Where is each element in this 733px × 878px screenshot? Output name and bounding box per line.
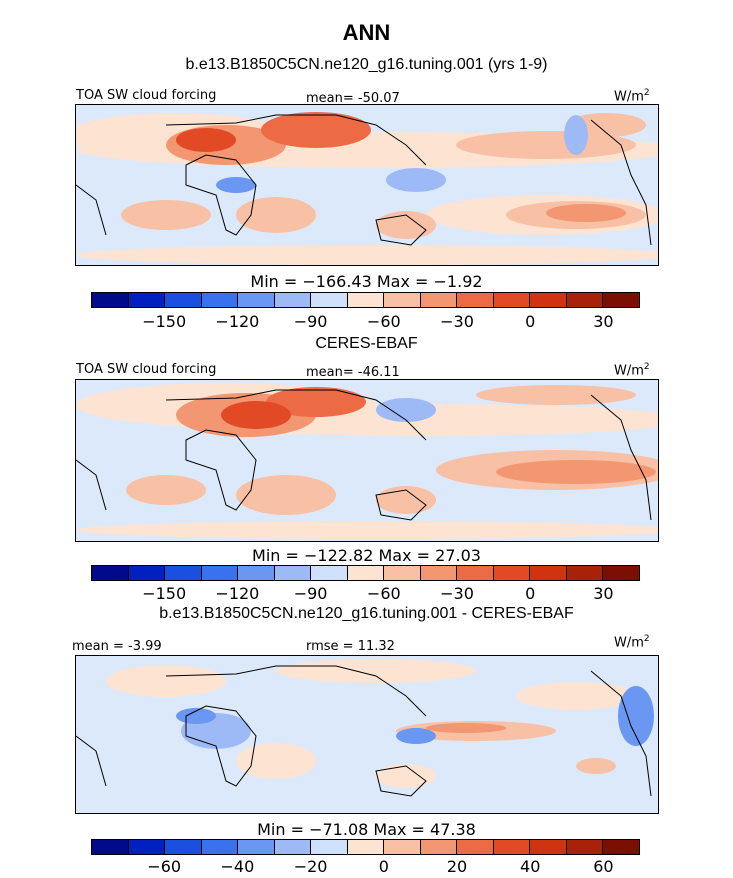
panel1-map (75, 104, 659, 266)
panel2-map (75, 379, 659, 542)
colorbar-tick-label: 30 (593, 584, 614, 603)
colorbar-segment (347, 293, 385, 307)
colorbar-segment (274, 840, 312, 854)
colorbar-segment (384, 566, 421, 580)
panel1-tick-labels: −150 −120 −90 −60 −30 0 30 (91, 312, 640, 332)
panel2-left-label: TOA SW cloud forcing (76, 362, 217, 377)
panel2-heading: CERES-EBAF (315, 335, 418, 352)
colorbar-tick-label: −30 (440, 584, 474, 603)
panel1-minmax: Min = −166.43 Max = −1.92 (250, 272, 483, 291)
panel1-left-label: TOA SW cloud forcing (76, 88, 217, 103)
panel2-tick-labels: −150 −120 −90 −60 −30 0 30 (91, 584, 640, 604)
colorbar-tick-label: −90 (293, 312, 328, 331)
colorbar-segment (530, 840, 567, 854)
colorbar-tick-label: 30 (593, 312, 614, 331)
panel3-mean-label: mean = -3.99 (72, 639, 162, 654)
colorbar-tick-label: −120 (215, 584, 260, 603)
colorbar-segment (92, 840, 129, 854)
panel3-minmax: Min = −71.08 Max = 47.38 (257, 820, 476, 839)
colorbar-tick-label: 60 (593, 857, 614, 876)
panel2-colorbar (91, 565, 640, 581)
colorbar-tick-label: −150 (142, 584, 187, 603)
panel2-units: W/m2 (614, 362, 650, 379)
panel1-mean-label: mean= -50.07 (306, 91, 400, 106)
panel1-heading: b.e13.B1850C5CN.ne120_g16.tuning.001 (yr… (185, 56, 548, 73)
colorbar-segment (311, 293, 348, 307)
colorbar-segment (566, 840, 604, 854)
colorbar-segment (420, 840, 458, 854)
colorbar-segment (530, 566, 567, 580)
colorbar-tick-label: −60 (366, 584, 401, 603)
colorbar-segment (530, 293, 567, 307)
colorbar-segment (165, 566, 202, 580)
colorbar-segment (493, 840, 531, 854)
panel1-map-svg (76, 105, 658, 265)
colorbar-segment (457, 293, 494, 307)
colorbar-segment (238, 566, 275, 580)
colorbar-segment (238, 840, 275, 854)
panel2-mean-label: mean= -46.11 (306, 365, 400, 380)
colorbar-segment (566, 566, 604, 580)
panel3-rmse-label: rmse = 11.32 (306, 639, 395, 654)
panel3-tick-labels: −60 −40 −20 0 20 40 60 (91, 857, 640, 877)
colorbar-segment (165, 840, 202, 854)
colorbar-segment (493, 566, 531, 580)
colorbar-tick-label: −40 (220, 857, 255, 876)
colorbar-segment (347, 566, 385, 580)
panel3-map-svg (76, 656, 658, 813)
colorbar-tick-label: −30 (440, 312, 474, 331)
panel2-map-svg (76, 380, 658, 541)
panel3-units: W/m2 (614, 634, 650, 651)
colorbar-segment (201, 566, 239, 580)
colorbar-segment (274, 293, 312, 307)
colorbar-segment (201, 293, 239, 307)
colorbar-tick-label: −60 (147, 857, 182, 876)
colorbar-segment (128, 293, 166, 307)
colorbar-segment (420, 566, 458, 580)
colorbar-segment (128, 566, 166, 580)
panel3-colorbar (91, 839, 640, 855)
colorbar-segment (603, 840, 639, 854)
colorbar-segment (128, 840, 166, 854)
panel3-map (75, 655, 659, 814)
colorbar-segment (603, 293, 639, 307)
panel1-units: W/m2 (614, 88, 650, 105)
colorbar-segment (603, 566, 639, 580)
colorbar-tick-label: 40 (520, 857, 541, 876)
colorbar-tick-label: 20 (446, 857, 468, 876)
colorbar-segment (92, 293, 129, 307)
colorbar-segment (311, 566, 348, 580)
colorbar-segment (347, 840, 385, 854)
panel2-minmax: Min = −122.82 Max = 27.03 (252, 546, 481, 565)
colorbar-segment (420, 293, 458, 307)
colorbar-tick-label: −150 (142, 312, 187, 331)
panel3-heading: b.e13.B1850C5CN.ne120_g16.tuning.001 - C… (159, 605, 574, 622)
colorbar-segment (238, 293, 275, 307)
colorbar-tick-label: 0 (378, 857, 389, 876)
colorbar-tick-label: −60 (366, 312, 401, 331)
colorbar-tick-label: 0 (525, 584, 536, 603)
colorbar-segment (165, 293, 202, 307)
colorbar-segment (384, 840, 421, 854)
colorbar-tick-label: 0 (525, 312, 536, 331)
colorbar-segment (457, 840, 494, 854)
figure-title: ANN (342, 20, 391, 45)
colorbar-segment (384, 293, 421, 307)
colorbar-segment (311, 840, 348, 854)
colorbar-segment (457, 566, 494, 580)
colorbar-segment (92, 566, 129, 580)
panel1-colorbar (91, 292, 640, 308)
colorbar-segment (493, 293, 531, 307)
colorbar-tick-label: −120 (215, 312, 260, 331)
colorbar-tick-label: −90 (293, 584, 328, 603)
colorbar-segment (201, 840, 239, 854)
colorbar-segment (566, 293, 604, 307)
colorbar-tick-label: −20 (293, 857, 328, 876)
colorbar-segment (274, 566, 312, 580)
